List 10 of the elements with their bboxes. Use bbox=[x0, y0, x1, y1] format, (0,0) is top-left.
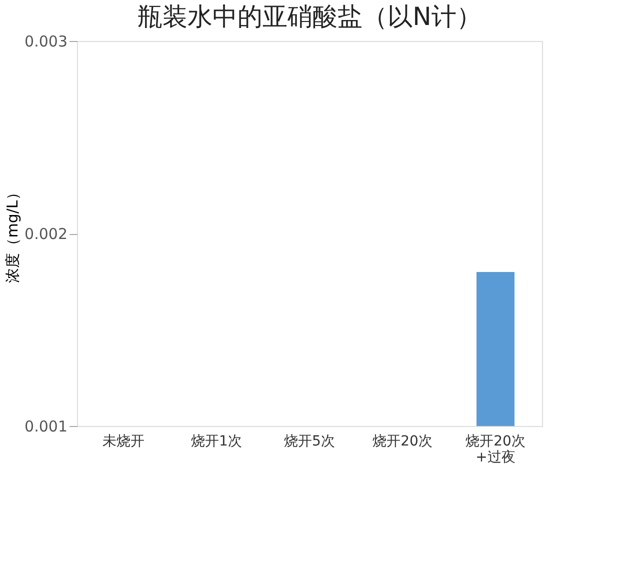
y-tick-label: 0.003 bbox=[24, 32, 68, 50]
y-tick-label: 0.002 bbox=[24, 225, 68, 243]
x-tick-label: 烧开20次 bbox=[372, 434, 432, 450]
chart-title: 瓶装水中的亚硝酸盐（以N计） bbox=[138, 2, 482, 31]
x-tick-label: 未烧开 bbox=[102, 434, 144, 450]
y-axis-title: 浓度（mg/L） bbox=[4, 185, 22, 283]
x-tick-label: 烧开20次+过夜 bbox=[466, 434, 526, 466]
x-tick-label: 烧开5次 bbox=[284, 434, 335, 450]
x-tick-label: 烧开1次 bbox=[191, 434, 242, 450]
y-tick-label: 0.001 bbox=[24, 418, 68, 436]
